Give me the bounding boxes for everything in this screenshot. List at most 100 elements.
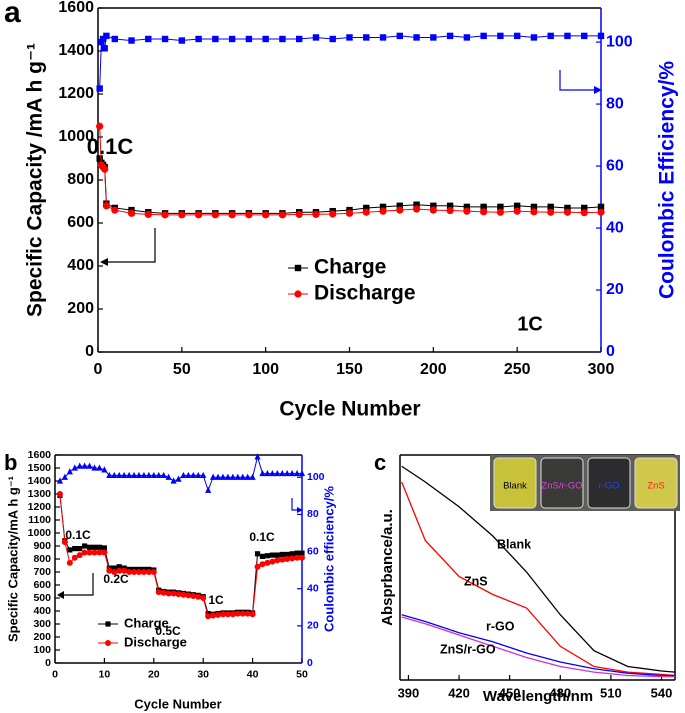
marker (140, 569, 147, 575)
legend-marker (294, 290, 302, 298)
y-axis-title: Specific Capacity/mA h g⁻¹ (5, 476, 20, 642)
marker (312, 210, 320, 218)
marker (254, 563, 261, 570)
marker (530, 203, 538, 211)
vial (540, 457, 584, 509)
marker (296, 35, 303, 43)
y2-axis-title: Coulombic Efficiency/% (656, 61, 679, 299)
y2-tick-label: 20 (606, 281, 624, 298)
marker (224, 473, 231, 480)
marker (379, 34, 387, 41)
marker (274, 469, 281, 477)
x-tick-label: 390 (398, 686, 420, 701)
marker (284, 551, 290, 558)
marker (96, 85, 103, 92)
x-axis-title: Wavelength/nm (483, 688, 593, 705)
y-tick-label: 200 (67, 300, 94, 317)
marker (429, 206, 437, 214)
panel-letter: b (4, 450, 17, 475)
marker (274, 557, 281, 564)
marker (111, 471, 118, 479)
marker (413, 34, 420, 41)
y2-tick-label: 80 (307, 508, 319, 520)
marker (96, 549, 103, 556)
marker (215, 611, 222, 618)
marker (155, 471, 162, 479)
marker (161, 35, 169, 43)
marker (299, 554, 305, 561)
y-tick-label: 1400 (28, 475, 52, 487)
marker (244, 473, 251, 480)
marker (76, 552, 83, 559)
y2-tick-label: 40 (307, 582, 319, 594)
arrow-head (57, 591, 64, 599)
marker (180, 591, 187, 598)
curve-label: Blank (497, 537, 531, 551)
marker (81, 462, 88, 469)
marker (234, 473, 241, 480)
marker (564, 32, 571, 40)
marker (140, 471, 148, 479)
marker (480, 32, 487, 40)
y2-tick-label: 0 (606, 343, 615, 360)
marker (362, 208, 370, 216)
marker (259, 469, 266, 477)
marker (91, 549, 98, 556)
marker (229, 611, 236, 618)
legend-label: Charge (314, 256, 386, 279)
marker (219, 473, 227, 480)
marker (200, 595, 207, 601)
x-tick-label: 50 (173, 361, 191, 378)
marker (547, 203, 554, 211)
y-tick-label: 600 (67, 214, 94, 231)
marker (131, 569, 138, 575)
inset-label: ZnS/r-GO (541, 481, 582, 492)
y-tick-label: 600 (33, 579, 51, 591)
marker (135, 471, 143, 479)
marker (597, 208, 605, 216)
annotation: 0.5C (155, 624, 181, 638)
marker (128, 37, 135, 44)
marker (103, 32, 110, 40)
marker (106, 567, 113, 574)
marker (279, 35, 286, 43)
y-tick-label: 400 (33, 605, 51, 617)
marker (86, 462, 93, 469)
marker (96, 122, 104, 130)
arrow-head (100, 258, 108, 266)
series-line (401, 616, 675, 678)
marker (293, 469, 301, 477)
legend-marker (105, 621, 111, 627)
vial (587, 457, 631, 509)
marker (289, 555, 296, 562)
marker (278, 211, 287, 219)
marker (170, 477, 177, 484)
marker (249, 611, 256, 618)
marker (284, 556, 291, 562)
marker (245, 35, 253, 43)
marker (135, 569, 142, 575)
x-tick-label: 0 (52, 668, 58, 680)
marker (463, 207, 471, 215)
marker (312, 34, 320, 41)
marker (446, 206, 454, 215)
y2-tick-label: 100 (307, 471, 325, 483)
marker (363, 204, 370, 212)
marker (101, 466, 108, 473)
marker (547, 32, 554, 40)
arrow (60, 573, 94, 596)
marker (430, 34, 437, 41)
marker (259, 553, 266, 559)
y-tick-label: 1600 (28, 449, 52, 461)
marker (295, 210, 303, 218)
marker (239, 610, 246, 617)
marker (329, 35, 336, 43)
x-tick-label: 200 (420, 361, 447, 378)
marker (264, 559, 271, 566)
marker (530, 208, 538, 216)
marker (96, 544, 103, 550)
marker (274, 552, 280, 558)
y-tick-label: 1400 (58, 42, 94, 59)
marker (190, 593, 197, 600)
marker (190, 471, 197, 479)
